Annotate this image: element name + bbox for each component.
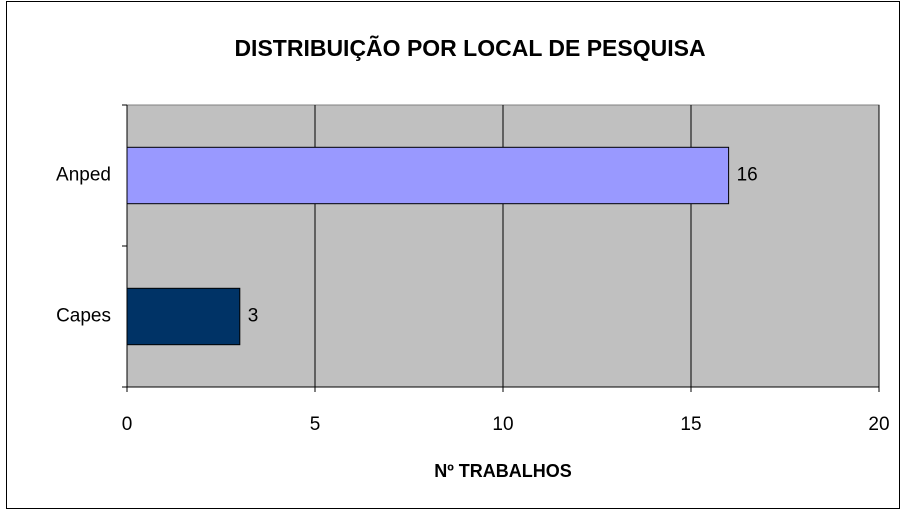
bar bbox=[126, 287, 241, 346]
bar bbox=[126, 146, 730, 205]
data-label: 16 bbox=[737, 165, 758, 186]
data-label: 3 bbox=[248, 306, 259, 327]
chart-title: DISTRIBUIÇÃO POR LOCAL DE PESQUISA bbox=[234, 34, 705, 61]
x-tick-label: 15 bbox=[680, 414, 701, 435]
x-tick-label: 10 bbox=[492, 414, 513, 435]
y-tick-label: Anped bbox=[56, 165, 111, 186]
x-tick-label: 0 bbox=[122, 414, 133, 435]
x-tick-label: 20 bbox=[868, 414, 889, 435]
y-tick-label: Capes bbox=[56, 306, 111, 327]
x-axis-title: Nº TRABALHOS bbox=[434, 461, 572, 481]
x-tick-label: 5 bbox=[310, 414, 321, 435]
